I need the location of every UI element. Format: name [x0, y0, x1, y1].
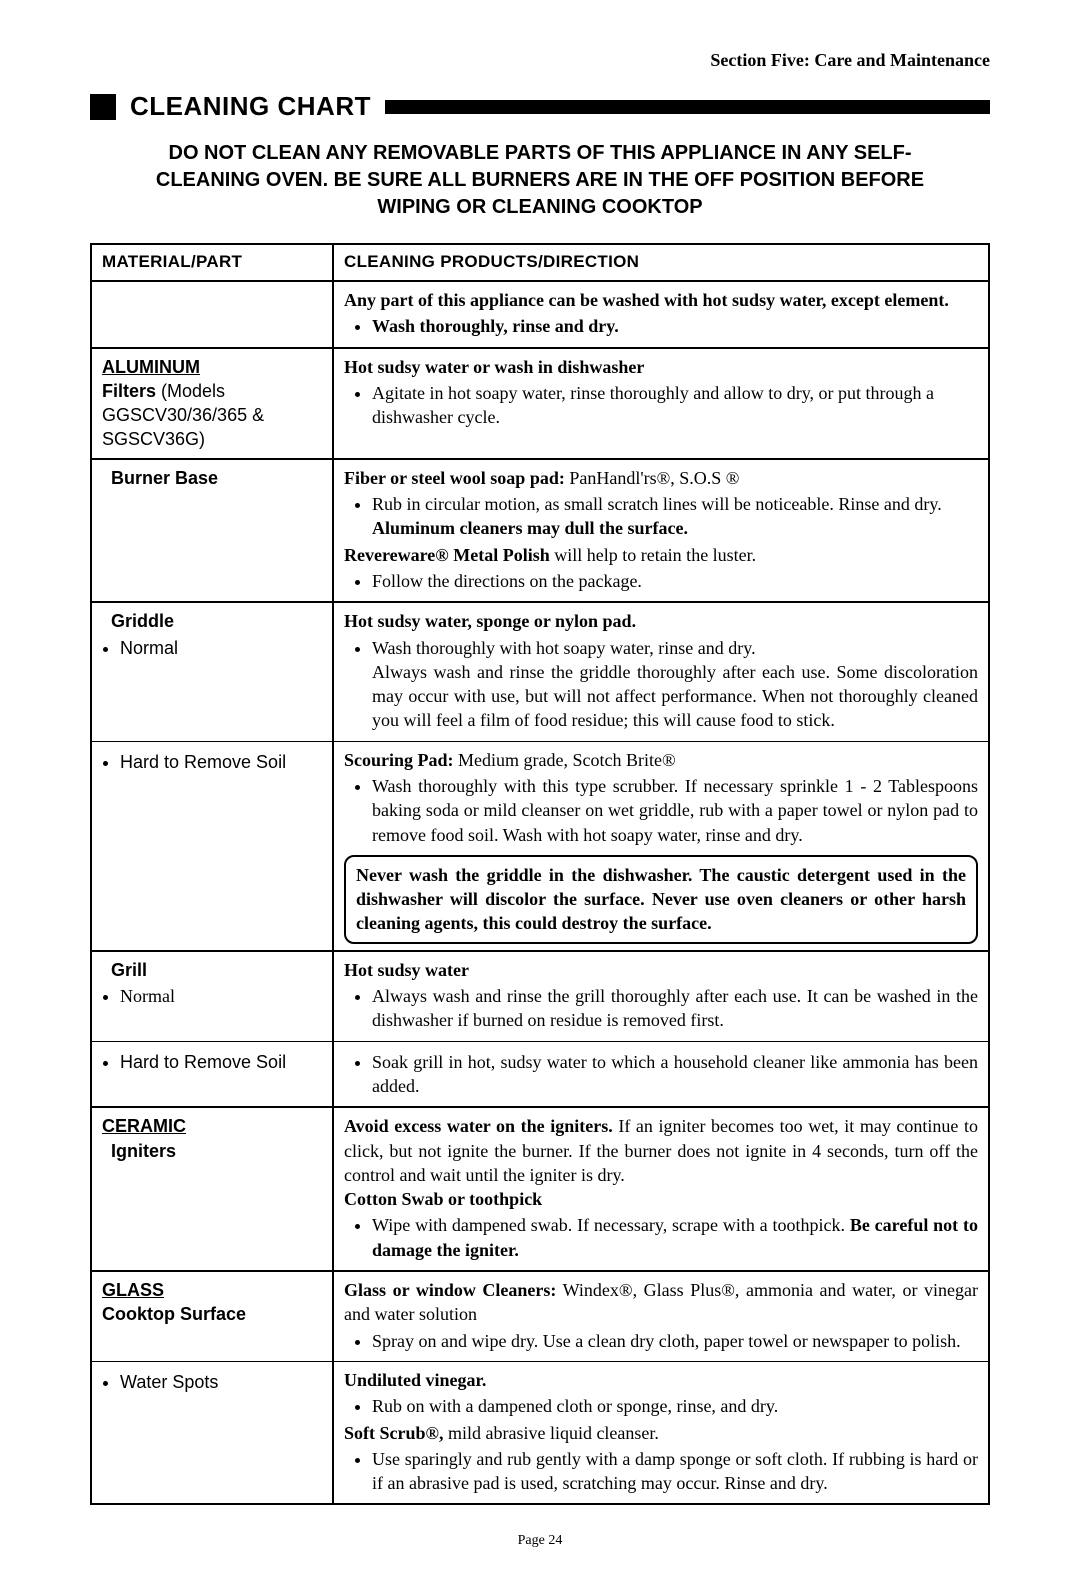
table-row: Hard to Remove Soil Scouring Pad: Medium… [91, 741, 989, 951]
griddle-bullet-1: Wash thoroughly with hot soapy water, ri… [372, 636, 978, 733]
burner-bullet-2: Follow the directions on the package. [372, 569, 978, 593]
griddle-hard-lead: Scouring Pad: [344, 750, 454, 770]
cell-glass: GLASS Cooktop Surface [91, 1271, 333, 1361]
grill-lead: Hot sudsy water [344, 960, 469, 980]
grill-hard-bullet: Soak grill in hot, sudsy water to which … [372, 1050, 978, 1099]
filters-lead: Hot sudsy water or wash in dishwasher [344, 357, 644, 377]
table-row: Any part of this appliance can be washed… [91, 281, 989, 348]
glass-heading: GLASS [102, 1280, 164, 1300]
cell-grill-direction: Hot sudsy water Always wash and rinse th… [333, 951, 989, 1041]
water-lead2b: mild abrasive liquid cleanser. [443, 1423, 658, 1443]
filters-label: Filters [102, 381, 156, 401]
cell-griddle: Griddle Normal [91, 602, 333, 741]
water-bullet-1: Rub on with a dampened cloth or sponge, … [372, 1394, 978, 1418]
burner-lead2a: Revereware® Metal Polish [344, 545, 550, 565]
col-material-header: MATERIAL/PART [91, 244, 333, 281]
table-row: Grill Normal Hot sudsy water Always wash… [91, 951, 989, 1041]
filters-bullet: Agitate in hot soapy water, rinse thorou… [372, 381, 978, 430]
grill-label: Grill [111, 960, 147, 980]
title-bar: CLEANING CHART [90, 91, 990, 122]
griddle-hard-bullet: Wash thoroughly with this type scrubber.… [372, 774, 978, 847]
cook-lead: Glass or window Cleaners: [344, 1280, 556, 1300]
cell-ceramic-direction: Avoid excess water on the igniters. If a… [333, 1107, 989, 1271]
burner-lead-tail: PanHandl'rs®, S.O.S ® [565, 468, 740, 488]
burner-bullet-1: Rub in circular motion, as small scratch… [372, 492, 978, 541]
table-row: Griddle Normal Hot sudsy water, sponge o… [91, 602, 989, 741]
cell-burner-direction: Fiber or steel wool soap pad: PanHandl'r… [333, 459, 989, 602]
cell-griddle-direction: Hot sudsy water, sponge or nylon pad. Wa… [333, 602, 989, 741]
cell-grill: Grill Normal [91, 951, 333, 1041]
section-header: Section Five: Care and Maintenance [90, 50, 990, 71]
griddle-label: Griddle [111, 611, 174, 631]
water-lead1: Undiluted vinegar. [344, 1370, 486, 1390]
ign-lead2: Cotton Swab or toothpick [344, 1189, 542, 1209]
cell-grill-hard-direction: Soak grill in hot, sudsy water to which … [333, 1041, 989, 1107]
title-bullet-square [90, 94, 116, 120]
warning-text: DO NOT CLEAN ANY REMOVABLE PARTS OF THIS… [150, 140, 930, 221]
cook-bullet: Spray on and wipe dry. Use a clean dry c… [372, 1329, 978, 1353]
griddle-lead: Hot sudsy water, sponge or nylon pad. [344, 611, 636, 631]
cell-filters-direction: Hot sudsy water or wash in dishwasher Ag… [333, 348, 989, 459]
table-row: CERAMIC Igniters Avoid excess water on t… [91, 1107, 989, 1271]
burner-lead: Fiber or steel wool soap pad: [344, 468, 565, 488]
griddle-normal: Normal [120, 636, 322, 660]
cell-empty [91, 281, 333, 348]
grill-normal: Normal [120, 984, 322, 1008]
cooktop-label: Cooktop Surface [102, 1304, 246, 1324]
page-footer: Page 24 [90, 1533, 990, 1549]
ign-bullet: Wipe with dampened swab. If necessary, s… [372, 1213, 978, 1262]
cell-griddle-hard-direction: Scouring Pad: Medium grade, Scotch Brite… [333, 741, 989, 951]
aluminum-heading: ALUMINUM [102, 357, 200, 377]
grill-bullet: Always wash and rinse the grill thorough… [372, 984, 978, 1033]
cell-glass-direction: Glass or window Cleaners: Windex®, Glass… [333, 1271, 989, 1361]
cell-burner-base: Burner Base [91, 459, 333, 602]
griddle-hard-lead-tail: Medium grade, Scotch Brite® [454, 750, 676, 770]
cell-general: Any part of this appliance can be washed… [333, 281, 989, 348]
ceramic-heading: CERAMIC [102, 1116, 186, 1136]
igniters-label: Igniters [111, 1141, 176, 1161]
water-spots-label: Water Spots [120, 1370, 322, 1394]
document-page: Section Five: Care and Maintenance CLEAN… [0, 0, 1080, 1589]
water-bullet-2: Use sparingly and rub gently with a damp… [372, 1447, 978, 1496]
cleaning-chart-table: MATERIAL/PART CLEANING PRODUCTS/DIRECTIO… [90, 243, 990, 1505]
cell-aluminum-filters: ALUMINUM Filters (Models GGSCV30/36/365 … [91, 348, 333, 459]
grill-hard-label: Hard to Remove Soil [120, 1050, 322, 1074]
title-rule [385, 100, 990, 114]
table-row: ALUMINUM Filters (Models GGSCV30/36/365 … [91, 348, 989, 459]
burner-label: Burner Base [111, 468, 218, 488]
griddle-hard-label: Hard to Remove Soil [120, 750, 322, 774]
table-header-row: MATERIAL/PART CLEANING PRODUCTS/DIRECTIO… [91, 244, 989, 281]
cell-water-spots: Water Spots [91, 1361, 333, 1504]
general-note: Any part of this appliance can be washed… [344, 290, 949, 310]
table-row: GLASS Cooktop Surface Glass or window Cl… [91, 1271, 989, 1361]
page-title: CLEANING CHART [130, 91, 371, 122]
table-row: Water Spots Undiluted vinegar. Rub on wi… [91, 1361, 989, 1504]
cell-water-direction: Undiluted vinegar. Rub on with a dampene… [333, 1361, 989, 1504]
water-lead2a: Soft Scrub®, [344, 1423, 443, 1443]
cell-grill-hard: Hard to Remove Soil [91, 1041, 333, 1107]
burner-lead2b: will help to retain the luster. [550, 545, 756, 565]
cell-ceramic: CERAMIC Igniters [91, 1107, 333, 1271]
ign-para-bold: Avoid excess water on the igniters. [344, 1116, 613, 1136]
griddle-warning-box: Never wash the griddle in the dishwasher… [344, 855, 978, 944]
general-note-bullet: Wash thoroughly, rinse and dry. [372, 316, 619, 336]
cell-griddle-hard: Hard to Remove Soil [91, 741, 333, 951]
table-row: Burner Base Fiber or steel wool soap pad… [91, 459, 989, 602]
table-row: Hard to Remove Soil Soak grill in hot, s… [91, 1041, 989, 1107]
col-direction-header: CLEANING PRODUCTS/DIRECTION [333, 244, 989, 281]
